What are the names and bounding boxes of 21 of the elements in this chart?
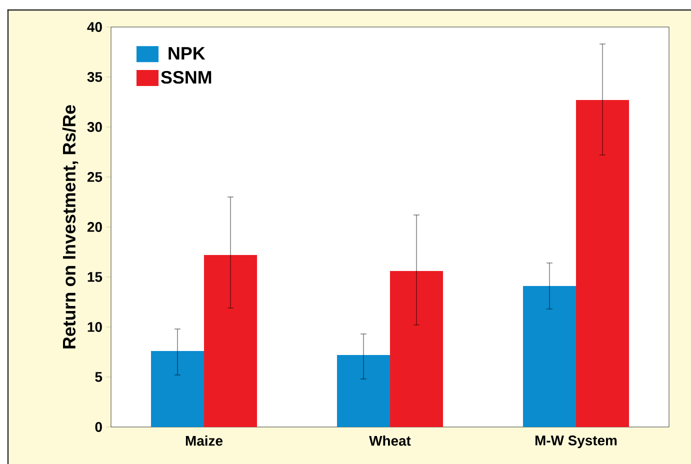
legend-label: SSNM [161,70,212,84]
bar [523,286,576,427]
x-tick-label: Maize [186,436,223,446]
y-tick-label: 5 [95,372,102,382]
x-tick-label: Wheat [369,436,411,446]
y-tick-label: 25 [87,172,102,182]
bar [390,271,444,427]
bar [576,100,630,427]
x-tick-label: M-W System [535,436,617,448]
bar [151,351,204,427]
y-tick-label: 15 [88,272,102,282]
bar [337,355,390,427]
y-tick-label: 30 [87,122,102,132]
y-tick-label: 35 [87,72,102,82]
y-tick-label: 10 [88,322,102,332]
y-tick-label: 0 [95,422,102,432]
bar [204,255,258,427]
y-tick-label: 40 [87,22,102,32]
y-axis-title: Return on Investment, Rs/Re [62,105,78,348]
y-tick-label: 20 [87,222,102,232]
legend-label: NPK [168,47,206,60]
